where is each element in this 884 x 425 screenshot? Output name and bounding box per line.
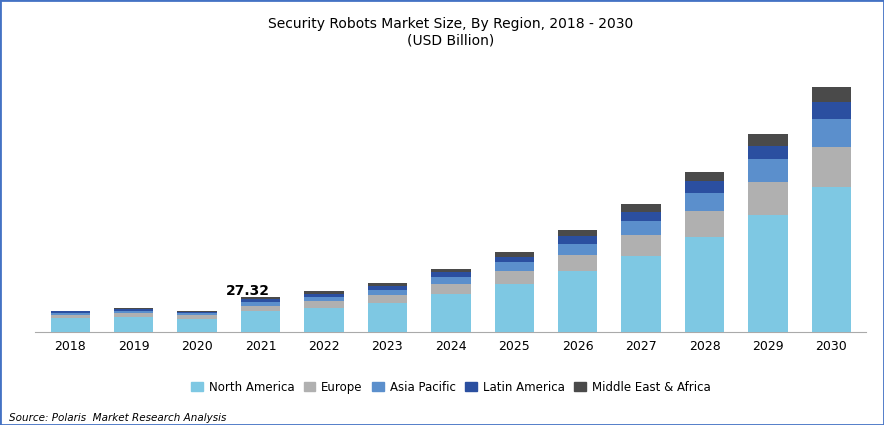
Bar: [178, 315, 217, 319]
Bar: [368, 286, 407, 289]
Bar: [812, 87, 851, 102]
Bar: [495, 284, 534, 332]
Bar: [431, 284, 470, 294]
Bar: [812, 187, 851, 332]
Bar: [495, 263, 534, 271]
Bar: [749, 215, 788, 332]
Bar: [114, 311, 153, 313]
Bar: [685, 193, 724, 211]
Bar: [431, 277, 470, 284]
Bar: [178, 311, 217, 312]
Bar: [50, 315, 90, 318]
Bar: [558, 271, 598, 332]
Bar: [114, 309, 153, 311]
Bar: [431, 294, 470, 332]
Bar: [304, 292, 344, 294]
Bar: [621, 235, 661, 256]
Bar: [114, 317, 153, 332]
Bar: [178, 312, 217, 313]
Bar: [50, 312, 90, 315]
Bar: [621, 256, 661, 332]
Text: Source: Polaris  Market Research Analysis: Source: Polaris Market Research Analysis: [9, 413, 226, 423]
Bar: [749, 134, 788, 146]
Bar: [50, 318, 90, 332]
Bar: [685, 172, 724, 181]
Bar: [240, 311, 280, 332]
Title: Security Robots Market Size, By Region, 2018 - 2030
(USD Billion): Security Robots Market Size, By Region, …: [268, 17, 634, 47]
Bar: [368, 283, 407, 286]
Legend: North America, Europe, Asia Pacific, Latin America, Middle East & Africa: North America, Europe, Asia Pacific, Lat…: [187, 376, 715, 399]
Bar: [621, 212, 661, 221]
Bar: [50, 311, 90, 312]
Bar: [114, 313, 153, 317]
Bar: [431, 272, 470, 277]
Bar: [749, 159, 788, 182]
Bar: [304, 297, 344, 301]
Bar: [240, 306, 280, 311]
Bar: [749, 182, 788, 215]
Bar: [368, 303, 407, 332]
Text: 27.32: 27.32: [225, 284, 270, 298]
Bar: [685, 237, 724, 332]
Bar: [178, 313, 217, 315]
Bar: [431, 269, 470, 272]
Bar: [685, 181, 724, 193]
Bar: [240, 297, 280, 299]
Bar: [240, 299, 280, 302]
Bar: [749, 146, 788, 159]
Bar: [812, 119, 851, 147]
Bar: [558, 236, 598, 244]
Bar: [812, 102, 851, 119]
Bar: [812, 147, 851, 187]
Bar: [558, 244, 598, 255]
Bar: [621, 221, 661, 235]
Bar: [495, 252, 534, 257]
Bar: [558, 230, 598, 236]
Bar: [178, 319, 217, 332]
Bar: [304, 301, 344, 308]
Bar: [368, 295, 407, 303]
Bar: [495, 257, 534, 263]
Bar: [240, 302, 280, 306]
Bar: [685, 211, 724, 237]
Bar: [495, 271, 534, 284]
Bar: [558, 255, 598, 271]
Bar: [304, 294, 344, 297]
Bar: [304, 308, 344, 332]
Bar: [621, 204, 661, 212]
Bar: [368, 289, 407, 295]
